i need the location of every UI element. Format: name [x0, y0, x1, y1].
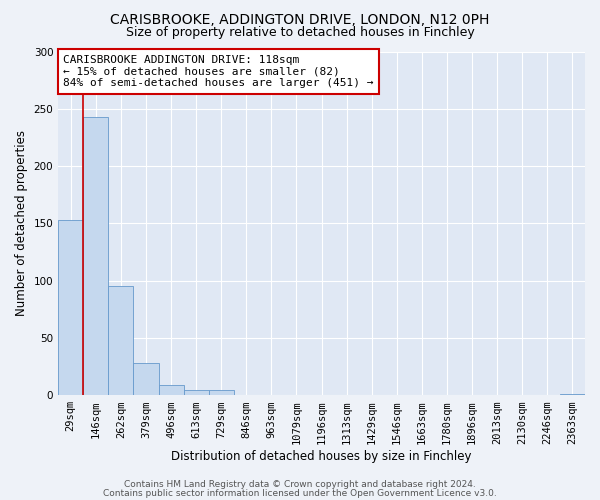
- Bar: [158, 385, 184, 396]
- X-axis label: Distribution of detached houses by size in Finchley: Distribution of detached houses by size …: [172, 450, 472, 462]
- Text: CARISBROOKE, ADDINGTON DRIVE, LONDON, N12 0PH: CARISBROOKE, ADDINGTON DRIVE, LONDON, N1…: [110, 12, 490, 26]
- Text: Contains public sector information licensed under the Open Government Licence v3: Contains public sector information licen…: [103, 488, 497, 498]
- Text: Size of property relative to detached houses in Finchley: Size of property relative to detached ho…: [125, 26, 475, 39]
- Bar: [184, 390, 209, 396]
- Bar: [109, 286, 133, 396]
- Bar: [58, 220, 83, 396]
- Text: Contains HM Land Registry data © Crown copyright and database right 2024.: Contains HM Land Registry data © Crown c…: [124, 480, 476, 489]
- Bar: [83, 117, 109, 396]
- Bar: [209, 390, 234, 396]
- Bar: [560, 394, 585, 396]
- Text: CARISBROOKE ADDINGTON DRIVE: 118sqm
← 15% of detached houses are smaller (82)
84: CARISBROOKE ADDINGTON DRIVE: 118sqm ← 15…: [64, 55, 374, 88]
- Bar: [133, 363, 158, 396]
- Y-axis label: Number of detached properties: Number of detached properties: [15, 130, 28, 316]
